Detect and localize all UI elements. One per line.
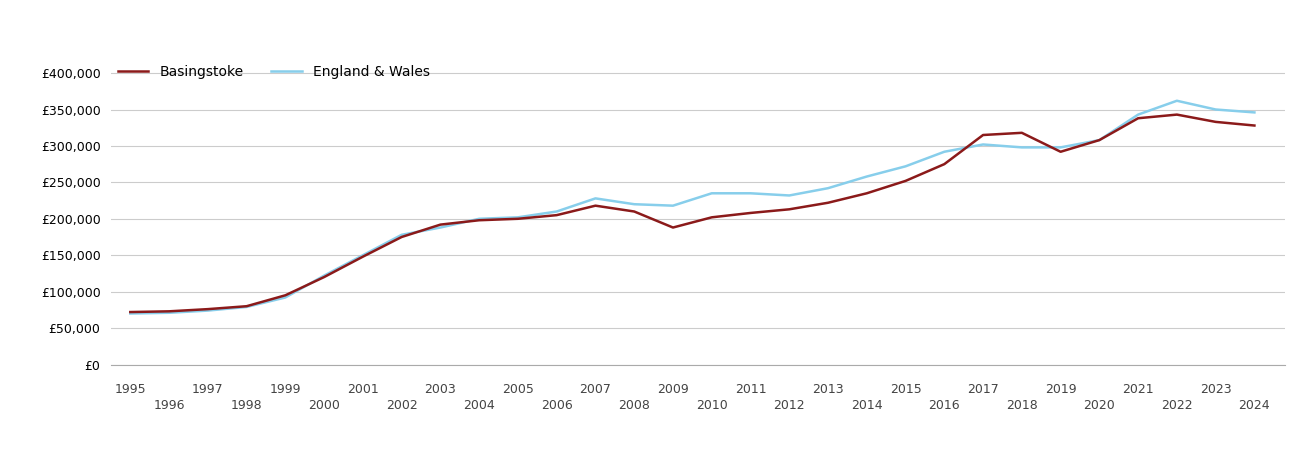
Text: 2007: 2007 xyxy=(579,382,611,396)
Text: 2020: 2020 xyxy=(1083,399,1116,412)
Basingstoke xyxy=(1169,112,1185,117)
England & Wales xyxy=(703,191,719,196)
Basingstoke xyxy=(859,191,874,196)
Basingstoke xyxy=(239,303,254,309)
England & Wales xyxy=(239,304,254,310)
England & Wales xyxy=(278,295,294,300)
Text: 2018: 2018 xyxy=(1006,399,1037,412)
England & Wales xyxy=(432,225,448,230)
England & Wales xyxy=(1014,145,1030,150)
Basingstoke xyxy=(743,210,758,216)
Basingstoke xyxy=(278,292,294,298)
England & Wales xyxy=(666,203,681,208)
Text: 2006: 2006 xyxy=(540,399,573,412)
Basingstoke xyxy=(549,212,565,218)
Text: 2014: 2014 xyxy=(851,399,882,412)
England & Wales xyxy=(549,209,565,214)
England & Wales xyxy=(1091,137,1107,143)
Text: 2008: 2008 xyxy=(619,399,650,412)
Text: 2022: 2022 xyxy=(1161,399,1193,412)
Text: 1996: 1996 xyxy=(153,399,185,412)
Text: 2015: 2015 xyxy=(890,382,921,396)
Text: 1999: 1999 xyxy=(270,382,301,396)
England & Wales xyxy=(859,174,874,179)
England & Wales xyxy=(626,202,642,207)
Text: 2017: 2017 xyxy=(967,382,998,396)
Basingstoke xyxy=(975,132,990,138)
Basingstoke xyxy=(200,306,215,312)
Text: 1995: 1995 xyxy=(115,382,146,396)
Text: 2002: 2002 xyxy=(386,399,418,412)
England & Wales xyxy=(782,193,797,198)
England & Wales xyxy=(316,273,331,278)
England & Wales xyxy=(898,164,913,169)
England & Wales xyxy=(975,142,990,147)
Basingstoke xyxy=(510,216,526,221)
Basingstoke xyxy=(1091,137,1107,143)
Text: 2009: 2009 xyxy=(658,382,689,396)
Basingstoke xyxy=(666,225,681,230)
Text: 2010: 2010 xyxy=(696,399,728,412)
England & Wales xyxy=(355,252,371,258)
Text: 2000: 2000 xyxy=(308,399,341,412)
Legend: Basingstoke, England & Wales: Basingstoke, England & Wales xyxy=(117,65,431,80)
Basingstoke xyxy=(355,254,371,259)
Basingstoke xyxy=(1130,116,1146,121)
England & Wales xyxy=(1130,112,1146,117)
England & Wales xyxy=(743,191,758,196)
England & Wales xyxy=(1053,145,1069,150)
England & Wales xyxy=(821,185,837,191)
England & Wales xyxy=(510,215,526,220)
Basingstoke xyxy=(432,222,448,227)
England & Wales xyxy=(123,311,138,316)
Basingstoke xyxy=(1014,130,1030,135)
England & Wales xyxy=(1246,110,1262,115)
Basingstoke xyxy=(898,178,913,184)
England & Wales xyxy=(587,196,603,201)
Text: 2023: 2023 xyxy=(1199,382,1232,396)
Basingstoke xyxy=(1053,149,1069,154)
Text: 2012: 2012 xyxy=(774,399,805,412)
England & Wales xyxy=(1169,98,1185,104)
Basingstoke xyxy=(123,309,138,315)
Basingstoke xyxy=(626,209,642,214)
England & Wales xyxy=(162,310,177,315)
Text: 2001: 2001 xyxy=(347,382,378,396)
Text: 2011: 2011 xyxy=(735,382,766,396)
England & Wales xyxy=(471,216,487,221)
Text: 2024: 2024 xyxy=(1238,399,1270,412)
Text: 2021: 2021 xyxy=(1122,382,1154,396)
Text: 2003: 2003 xyxy=(424,382,457,396)
Basingstoke xyxy=(821,200,837,206)
Basingstoke xyxy=(162,309,177,314)
England & Wales xyxy=(1208,107,1224,112)
Text: 2013: 2013 xyxy=(812,382,844,396)
Basingstoke xyxy=(1208,119,1224,125)
Basingstoke xyxy=(394,234,410,240)
Basingstoke xyxy=(782,207,797,212)
Basingstoke xyxy=(703,215,719,220)
England & Wales xyxy=(200,308,215,313)
England & Wales xyxy=(937,149,953,154)
Text: 2005: 2005 xyxy=(502,382,534,396)
Text: 1998: 1998 xyxy=(231,399,262,412)
Text: 2004: 2004 xyxy=(463,399,495,412)
Line: England & Wales: England & Wales xyxy=(130,101,1254,314)
Line: Basingstoke: Basingstoke xyxy=(130,115,1254,312)
Text: 2019: 2019 xyxy=(1045,382,1077,396)
Basingstoke xyxy=(316,274,331,280)
Text: 2016: 2016 xyxy=(928,399,960,412)
Basingstoke xyxy=(471,217,487,223)
England & Wales xyxy=(394,232,410,238)
Basingstoke xyxy=(937,162,953,167)
Basingstoke xyxy=(1246,123,1262,128)
Basingstoke xyxy=(587,203,603,208)
Text: 1997: 1997 xyxy=(192,382,223,396)
